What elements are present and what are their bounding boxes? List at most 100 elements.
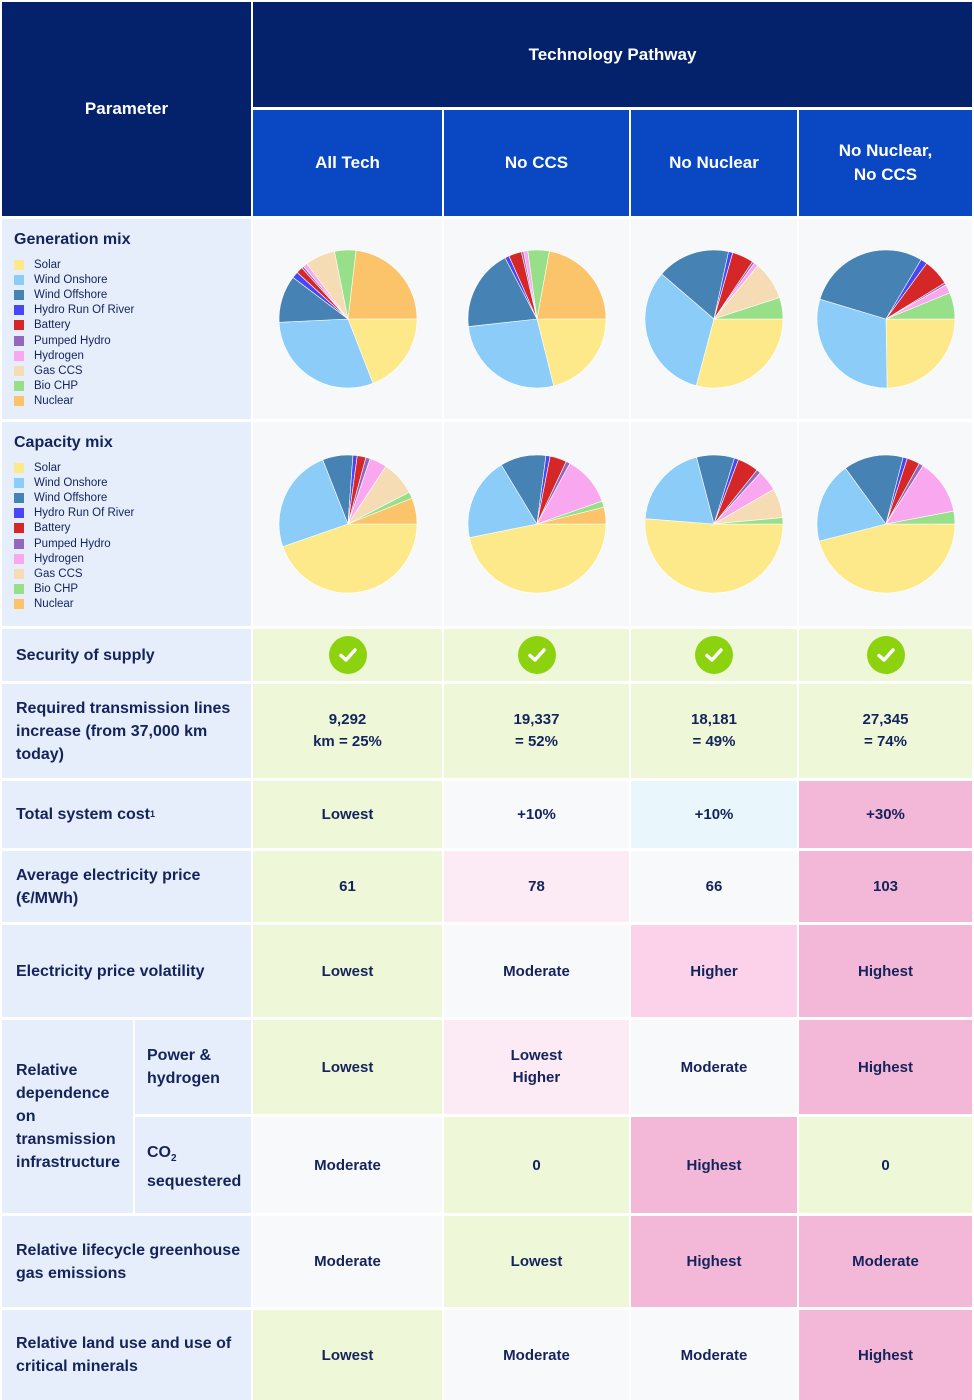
co2-no-ccs: 0: [444, 1117, 629, 1213]
legend-swatch: [14, 259, 24, 270]
generation-pie-cell-no-ccs: [444, 219, 629, 419]
total-cost-no-ccs: +10%: [444, 781, 629, 848]
pie-slice-wind-offshore: [467, 257, 537, 327]
total-cost-param: Total system cost 1: [2, 781, 251, 848]
capacity-pie-all-tech: [278, 454, 417, 594]
legend-swatch: [14, 462, 24, 473]
ghg-label: Relative lifecycle greenhouse gas emissi…: [2, 1216, 251, 1307]
power-hydrogen-all-tech: Lowest: [253, 1020, 442, 1114]
legend-swatch: [14, 477, 24, 488]
legend-item: Battery: [14, 318, 134, 333]
legend-swatch: [14, 553, 24, 564]
avg-price-no-nuclear-no-ccs: 103: [799, 851, 972, 922]
legend-item: Hydro Run Of River: [14, 303, 134, 318]
legend-item: Bio CHP: [14, 582, 134, 597]
generation-mix-label: Generation mix: [14, 231, 131, 248]
legend-swatch: [14, 289, 24, 300]
capacity-pie-cell-no-ccs: [444, 422, 629, 626]
legend-label: Hydrogen: [34, 552, 84, 565]
legend-item: Gas CCS: [14, 363, 134, 378]
transmission-value: 27,345: [862, 711, 909, 728]
pie-slice-solar: [885, 318, 955, 389]
pie-slice-wind-offshore: [661, 249, 729, 320]
column-header-all-tech: All Tech: [253, 110, 442, 216]
pie-slice-hydrogen: [884, 465, 954, 525]
legend-label: Gas CCS: [34, 567, 83, 580]
footnote-marker: 1: [149, 809, 155, 819]
legend-item: Wind Onshore: [14, 475, 134, 490]
pie-slice-wind-onshore: [816, 467, 887, 542]
column-header-no-ccs: No CCS: [444, 110, 629, 216]
pie-slice-bio-chp: [885, 292, 955, 320]
legend-swatch: [14, 381, 24, 392]
column-header-no-nuclear: No Nuclear: [631, 110, 797, 216]
capacity-pie-cell-no-nuclear-no-ccs: [799, 422, 972, 626]
legend-label: Battery: [34, 319, 71, 332]
pie-slice-solar: [468, 523, 606, 594]
dependence-label: Relative dependence on transmission infr…: [2, 1020, 133, 1213]
checkmark-icon: [517, 636, 556, 674]
ghg-no-nuclear-no-ccs: Moderate: [799, 1216, 972, 1307]
volatility-no-nuclear: Higher: [631, 925, 797, 1017]
generation-pie-cell-all-tech: [253, 219, 442, 419]
power-hydrogen-label: Power & hydrogen: [135, 1020, 251, 1114]
generation-pie-cell-no-nuclear: [631, 219, 797, 419]
transmission-share: = 49%: [692, 733, 736, 750]
pie-slice-solar: [347, 318, 417, 384]
legend-item: Wind Onshore: [14, 272, 134, 287]
volatility-all-tech: Lowest: [253, 925, 442, 1017]
capacity-pie-no-nuclear: [644, 454, 784, 594]
pie-slice-wind-offshore: [844, 454, 904, 525]
pie-slice-wind-onshore: [467, 464, 537, 539]
co2-no-nuclear-no-ccs: 0: [799, 1117, 972, 1213]
transmission-value: 9,292: [328, 711, 367, 728]
legend-item: Pumped Hydro: [14, 536, 134, 551]
legend-label: Battery: [34, 522, 71, 535]
legend-swatch: [14, 365, 24, 376]
co2-subscript: 2: [171, 1153, 177, 1165]
avg-price-label: Average electricity price (€/MWh): [2, 851, 251, 922]
legend-item: Solar: [14, 257, 134, 272]
total-cost-all-tech: Lowest: [253, 781, 442, 848]
security-cell-no-nuclear: [631, 629, 797, 681]
pie-slice-wind-onshore: [816, 298, 887, 389]
ghg-no-ccs: Lowest: [444, 1216, 629, 1307]
legend-item: Pumped Hydro: [14, 333, 134, 348]
legend-label: Nuclear: [34, 598, 74, 611]
pie-slice-bio-chp: [713, 517, 784, 525]
capacity-mix-legend: Capacity mix Solar Wind Onshore Wind Offsh…: [14, 434, 134, 612]
legend-label: Pumped Hydro: [34, 537, 111, 550]
legend-item: Nuclear: [14, 394, 134, 409]
pie-slice-wind-onshore: [278, 318, 373, 389]
legend-label: Hydro Run Of River: [34, 507, 135, 520]
legend-item: Wind Offshore: [14, 490, 134, 505]
legend-swatch: [14, 320, 24, 331]
legend-label: Wind Onshore: [34, 476, 108, 489]
ghg-all-tech: Moderate: [253, 1216, 442, 1307]
technology-pathway-header: Technology Pathway: [253, 2, 972, 107]
legend-item: Solar: [14, 460, 134, 475]
ghg-no-nuclear: Highest: [631, 1216, 797, 1307]
legend-label: Wind Onshore: [34, 273, 108, 286]
legend-label: Wind Offshore: [34, 491, 108, 504]
legend-swatch: [14, 492, 24, 503]
transmission-label: Required transmission lines increase (fr…: [2, 684, 251, 778]
pie-slice-wind-onshore: [467, 318, 554, 389]
power-hydrogen-value: Lowest: [510, 1047, 563, 1064]
pie-slice-nuclear: [347, 250, 417, 320]
co2-prefix: CO: [147, 1144, 171, 1161]
capacity-pie-no-nuclear-no-ccs: [816, 454, 955, 594]
pie-slice-solar: [695, 318, 784, 389]
security-cell-no-ccs: [444, 629, 629, 681]
pie-slice-solar: [644, 518, 784, 594]
avg-price-all-tech: 61: [253, 851, 442, 922]
avg-price-no-ccs: 78: [444, 851, 629, 922]
checkmark-icon: [328, 636, 367, 674]
power-hydrogen-no-nuclear-no-ccs: Highest: [799, 1020, 972, 1114]
legend-swatch: [14, 538, 24, 549]
pie-slice-wind-offshore: [819, 249, 922, 320]
land-use-no-nuclear-no-ccs: Highest: [799, 1310, 972, 1400]
power-hydrogen-no-nuclear: Moderate: [631, 1020, 797, 1114]
checkmark-icon: [695, 636, 733, 674]
pie-slice-wind-onshore: [644, 456, 715, 525]
